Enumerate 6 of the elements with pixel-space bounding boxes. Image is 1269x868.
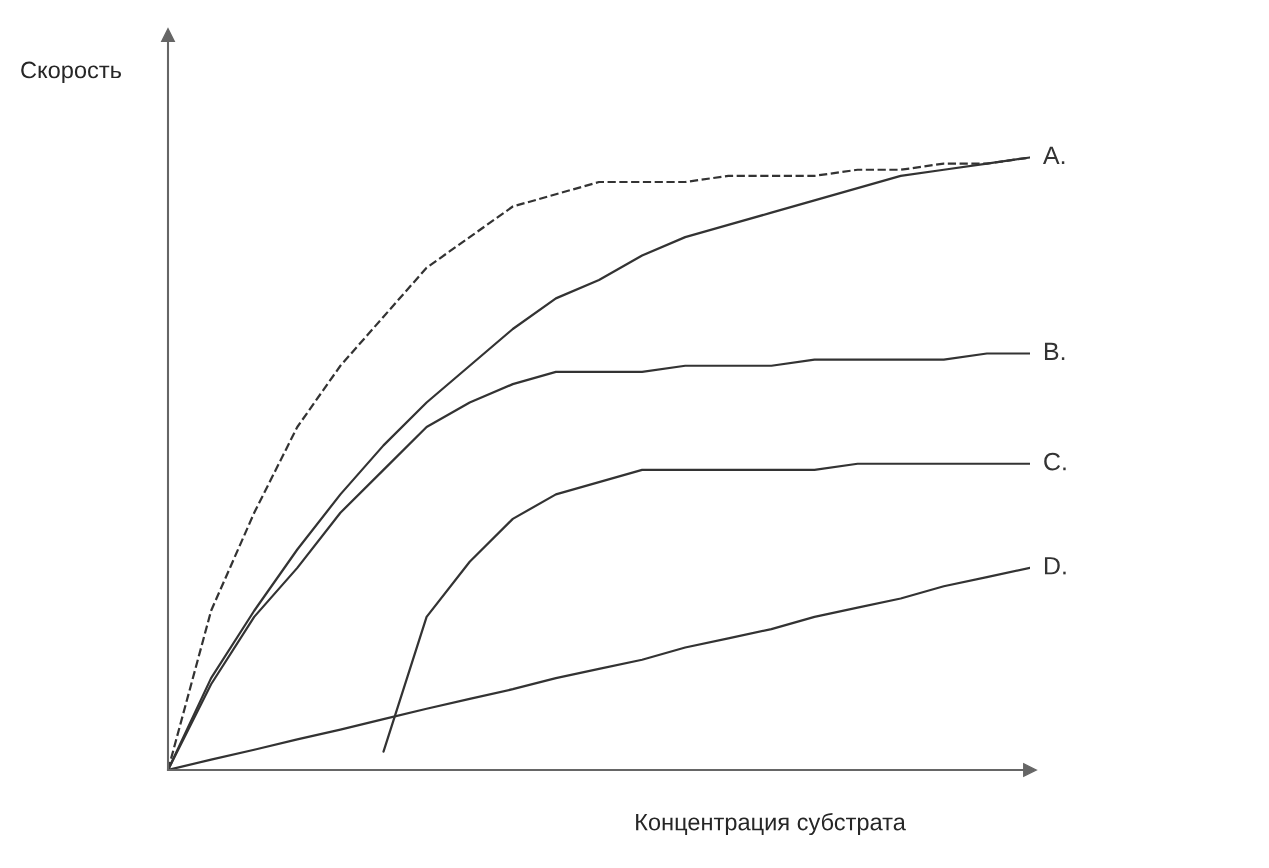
series-label: C. (1044, 452, 1066, 471)
series-label: B. (1044, 342, 1065, 360)
series-label: A. (1042, 146, 1065, 164)
y-axis-title: Скорость (21, 61, 121, 83)
series-label: D. (1044, 557, 1066, 575)
x-axis-title: Концентрация субстрата (636, 812, 906, 836)
